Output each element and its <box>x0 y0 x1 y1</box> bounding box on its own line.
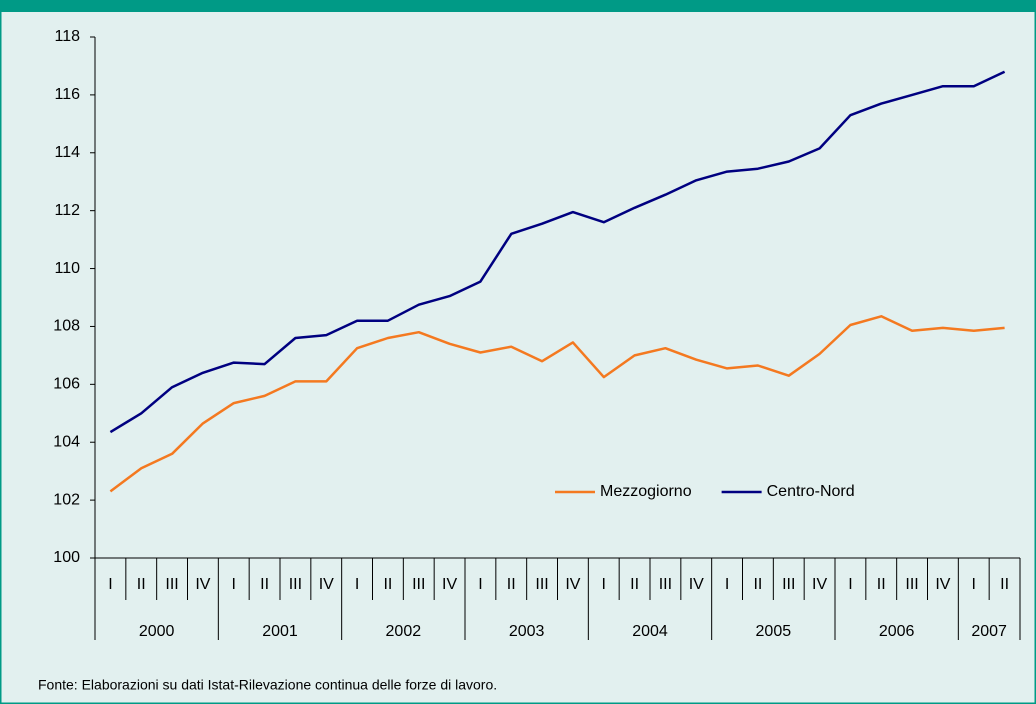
x-tick-label: III <box>659 576 672 593</box>
x-tick-label: II <box>753 576 762 593</box>
x-tick-label: IV <box>195 576 210 593</box>
x-tick-label: I <box>478 576 482 593</box>
year-label: 2007 <box>971 623 1007 640</box>
x-tick-label: II <box>260 576 269 593</box>
x-tick-label: II <box>877 576 886 593</box>
x-tick-label: I <box>848 576 852 593</box>
year-label: 2001 <box>262 623 298 640</box>
x-tick-label: IV <box>565 576 580 593</box>
year-label: 2002 <box>386 623 422 640</box>
x-tick-label: III <box>412 576 425 593</box>
x-tick-label: I <box>108 576 112 593</box>
y-tick-label: 100 <box>53 549 80 566</box>
x-tick-label: II <box>630 576 639 593</box>
y-tick-label: 118 <box>54 28 80 45</box>
year-label: 2005 <box>756 623 792 640</box>
legend-label: Mezzogiorno <box>600 483 692 500</box>
x-tick-label: IV <box>689 576 704 593</box>
y-tick-label: 114 <box>54 144 80 161</box>
year-label: 2003 <box>509 623 545 640</box>
y-tick-label: 102 <box>53 491 80 508</box>
y-tick-label: 110 <box>54 260 80 277</box>
y-tick-label: 106 <box>53 376 80 393</box>
top-bar <box>0 0 1036 12</box>
y-tick-label: 108 <box>53 318 80 335</box>
y-tick-label: 116 <box>54 86 80 103</box>
legend-label: Centro-Nord <box>767 483 855 500</box>
year-label: 2006 <box>879 623 915 640</box>
x-tick-label: III <box>289 576 302 593</box>
x-tick-label: III <box>535 576 548 593</box>
year-label: 2004 <box>632 623 668 640</box>
x-tick-label: IV <box>935 576 950 593</box>
year-label: 2000 <box>139 623 175 640</box>
x-tick-label: IV <box>442 576 457 593</box>
x-tick-label: IV <box>812 576 827 593</box>
x-tick-label: I <box>972 576 976 593</box>
x-tick-label: II <box>1000 576 1009 593</box>
x-tick-label: I <box>725 576 729 593</box>
x-tick-label: I <box>232 576 236 593</box>
source-note: Fonte: Elaborazioni su dati Istat-Rileva… <box>38 677 497 693</box>
x-tick-label: III <box>905 576 918 593</box>
x-tick-label: II <box>383 576 392 593</box>
x-tick-label: I <box>602 576 606 593</box>
x-tick-label: I <box>355 576 359 593</box>
series-line <box>109 315 1005 493</box>
y-tick-label: 112 <box>54 202 80 219</box>
series-line <box>109 70 1006 434</box>
x-tick-label: II <box>507 576 516 593</box>
x-tick-label: IV <box>319 576 334 593</box>
x-tick-label: III <box>782 576 795 593</box>
x-tick-label: II <box>137 576 146 593</box>
y-tick-label: 104 <box>53 433 80 450</box>
x-tick-label: III <box>165 576 178 593</box>
